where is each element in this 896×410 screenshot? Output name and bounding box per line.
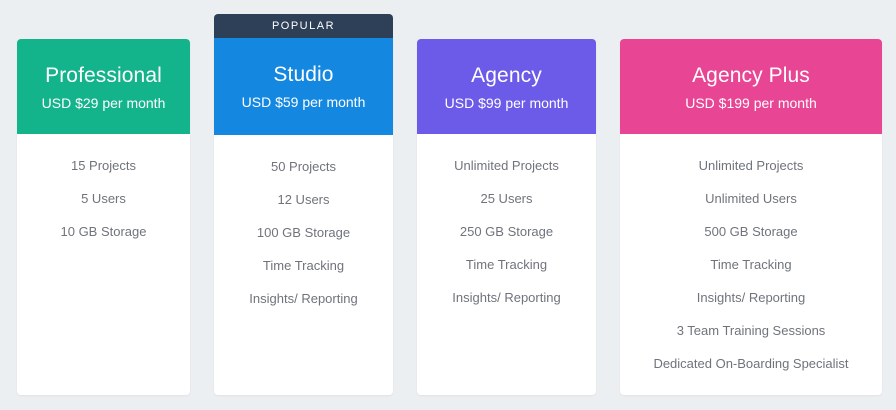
pricing-card-studio[interactable]: Studio USD $59 per month 50 Projects 12 … — [214, 38, 393, 395]
plan-price: USD $29 per month — [41, 95, 166, 111]
plan-price: USD $99 per month — [444, 95, 569, 111]
plan-name: Agency Plus — [692, 64, 810, 87]
feature-item: 250 GB Storage — [459, 224, 554, 239]
plan-price: USD $199 per month — [685, 95, 817, 111]
feature-item: 100 GB Storage — [256, 225, 351, 240]
plan-header: Agency Plus USD $199 per month — [620, 39, 882, 134]
feature-item: Time Tracking — [262, 258, 345, 273]
feature-item: 500 GB Storage — [704, 224, 798, 239]
feature-item: Unlimited Projects — [698, 158, 804, 173]
plan-name: Agency — [471, 64, 542, 87]
feature-item: Unlimited Users — [705, 191, 797, 206]
plan-name: Professional — [45, 64, 162, 87]
feature-item: Time Tracking — [710, 257, 792, 272]
plan-header: Agency USD $99 per month — [417, 39, 596, 134]
plan-header: Professional USD $29 per month — [17, 39, 190, 134]
feature-item: 12 Users — [277, 192, 330, 207]
feature-list: 15 Projects 5 Users 10 GB Storage — [17, 134, 190, 248]
pricing-card-professional[interactable]: Professional USD $29 per month 15 Projec… — [17, 39, 190, 395]
feature-item: 5 Users — [81, 191, 126, 206]
feature-item: Unlimited Projects — [454, 158, 559, 173]
popular-badge: POPULAR — [214, 14, 393, 38]
feature-item: Time Tracking — [465, 257, 548, 272]
feature-item: 15 Projects — [70, 158, 137, 173]
plan-price: USD $59 per month — [241, 94, 366, 110]
plan-header: Studio USD $59 per month — [214, 38, 393, 135]
feature-list: Unlimited Projects 25 Users 250 GB Stora… — [417, 134, 596, 314]
feature-item: Dedicated On-Boarding Specialist — [653, 356, 849, 371]
feature-item: 10 GB Storage — [60, 224, 147, 239]
feature-list: 50 Projects 12 Users 100 GB Storage Time… — [214, 135, 393, 315]
feature-item: 50 Projects — [270, 159, 337, 174]
feature-list: Unlimited Projects Unlimited Users 500 G… — [620, 134, 882, 380]
pricing-card-agency[interactable]: Agency USD $99 per month Unlimited Proje… — [417, 39, 596, 395]
pricing-card-agency-plus[interactable]: Agency Plus USD $199 per month Unlimited… — [620, 39, 882, 395]
feature-item: Insights/ Reporting — [696, 290, 806, 305]
feature-item: Insights/ Reporting — [249, 291, 358, 306]
plan-name: Studio — [273, 63, 334, 86]
feature-item: 3 Team Training Sessions — [676, 323, 826, 338]
feature-item: 25 Users — [480, 191, 533, 206]
feature-item: Insights/ Reporting — [452, 290, 561, 305]
